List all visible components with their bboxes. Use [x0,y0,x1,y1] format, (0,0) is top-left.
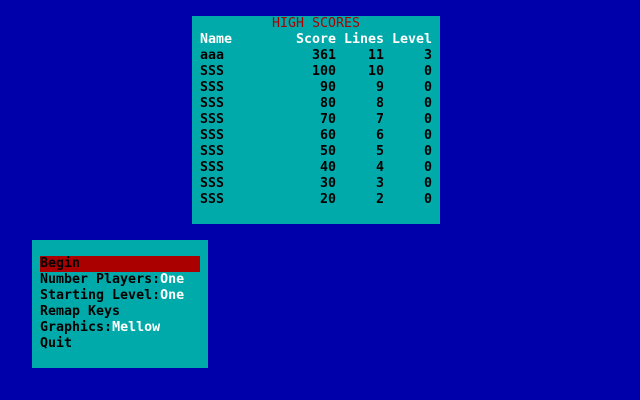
header-score: Score [295,32,336,47]
score-cell-score: 40 [319,160,336,175]
score-cell-lines: 9 [375,80,384,95]
score-cell-score: 20 [319,192,336,207]
menu-item-begin[interactable]: Begin [40,256,200,272]
score-cell-level: 0 [423,64,432,79]
score-cell-lines: 4 [375,160,384,175]
score-cell-level: 0 [423,192,432,207]
score-cell-lines: 6 [375,128,384,143]
score-cell-score: 50 [319,144,336,159]
score-cell-score: 100 [311,64,336,79]
score-cell-lines: 7 [375,112,384,127]
score-cell-lines: 2 [375,192,384,207]
score-cell-name: SSS [200,176,225,191]
score-cell-lines: 5 [375,144,384,159]
score-cell-name: SSS [200,144,225,159]
score-cell-name: aaa [200,48,225,63]
score-cell-score: 90 [319,80,336,95]
score-cell-level: 3 [423,48,432,63]
menu-item-label: Begin [40,256,81,271]
score-cell-score: 70 [319,112,336,127]
score-cell-name: SSS [200,96,225,111]
score-cell-lines: 10 [367,64,384,79]
menu-item-number-players[interactable]: Number Players:One [40,272,200,288]
menu-item-label: Starting Level: [40,288,161,303]
score-cell-lines: 3 [375,176,384,191]
score-cell-score: 60 [319,128,336,143]
menu-item-value: One [160,272,185,287]
score-cell-level: 0 [423,176,432,191]
header-name: Name [200,32,233,47]
menu-item-label: Number Players: [40,272,161,287]
score-cell-lines: 8 [375,96,384,111]
menu-item-quit[interactable]: Quit [40,336,200,352]
score-cell-level: 0 [423,128,432,143]
menu-item-value: Mellow [112,320,161,335]
score-cell-name: SSS [200,160,225,175]
score-cell-level: 0 [423,112,432,127]
score-cell-lines: 11 [367,48,384,63]
score-cell-level: 0 [423,96,432,111]
header-lines: Lines [344,32,385,47]
high-scores-title: HIGH SCORES [272,16,361,31]
score-cell-name: SSS [200,192,225,207]
score-cell-name: SSS [200,80,225,95]
menu-item-remap-keys[interactable]: Remap Keys [40,304,200,320]
score-cell-name: SSS [200,112,225,127]
score-cell-level: 0 [423,160,432,175]
score-cell-name: SSS [200,128,225,143]
menu-item-graphics[interactable]: Graphics:Mellow [40,320,200,336]
menu-item-value: One [160,288,185,303]
menu-item-label: Graphics: [40,320,113,335]
score-cell-name: SSS [200,64,225,79]
score-cell-level: 0 [423,144,432,159]
score-cell-score: 30 [319,176,336,191]
score-cell-level: 0 [423,80,432,95]
header-level: Level [392,32,433,47]
score-cell-score: 80 [319,96,336,111]
score-cell-score: 361 [311,48,336,63]
menu-item-label: Remap Keys [40,304,121,319]
high-scores-panel: HIGH SCORES Name Score Lines Level aaa 36… [192,16,440,224]
menu-item-label: Quit [40,336,73,351]
main-menu: Begin Number Players:One Starting Level:On… [32,240,208,368]
menu-item-starting-level[interactable]: Starting Level:One [40,288,200,304]
